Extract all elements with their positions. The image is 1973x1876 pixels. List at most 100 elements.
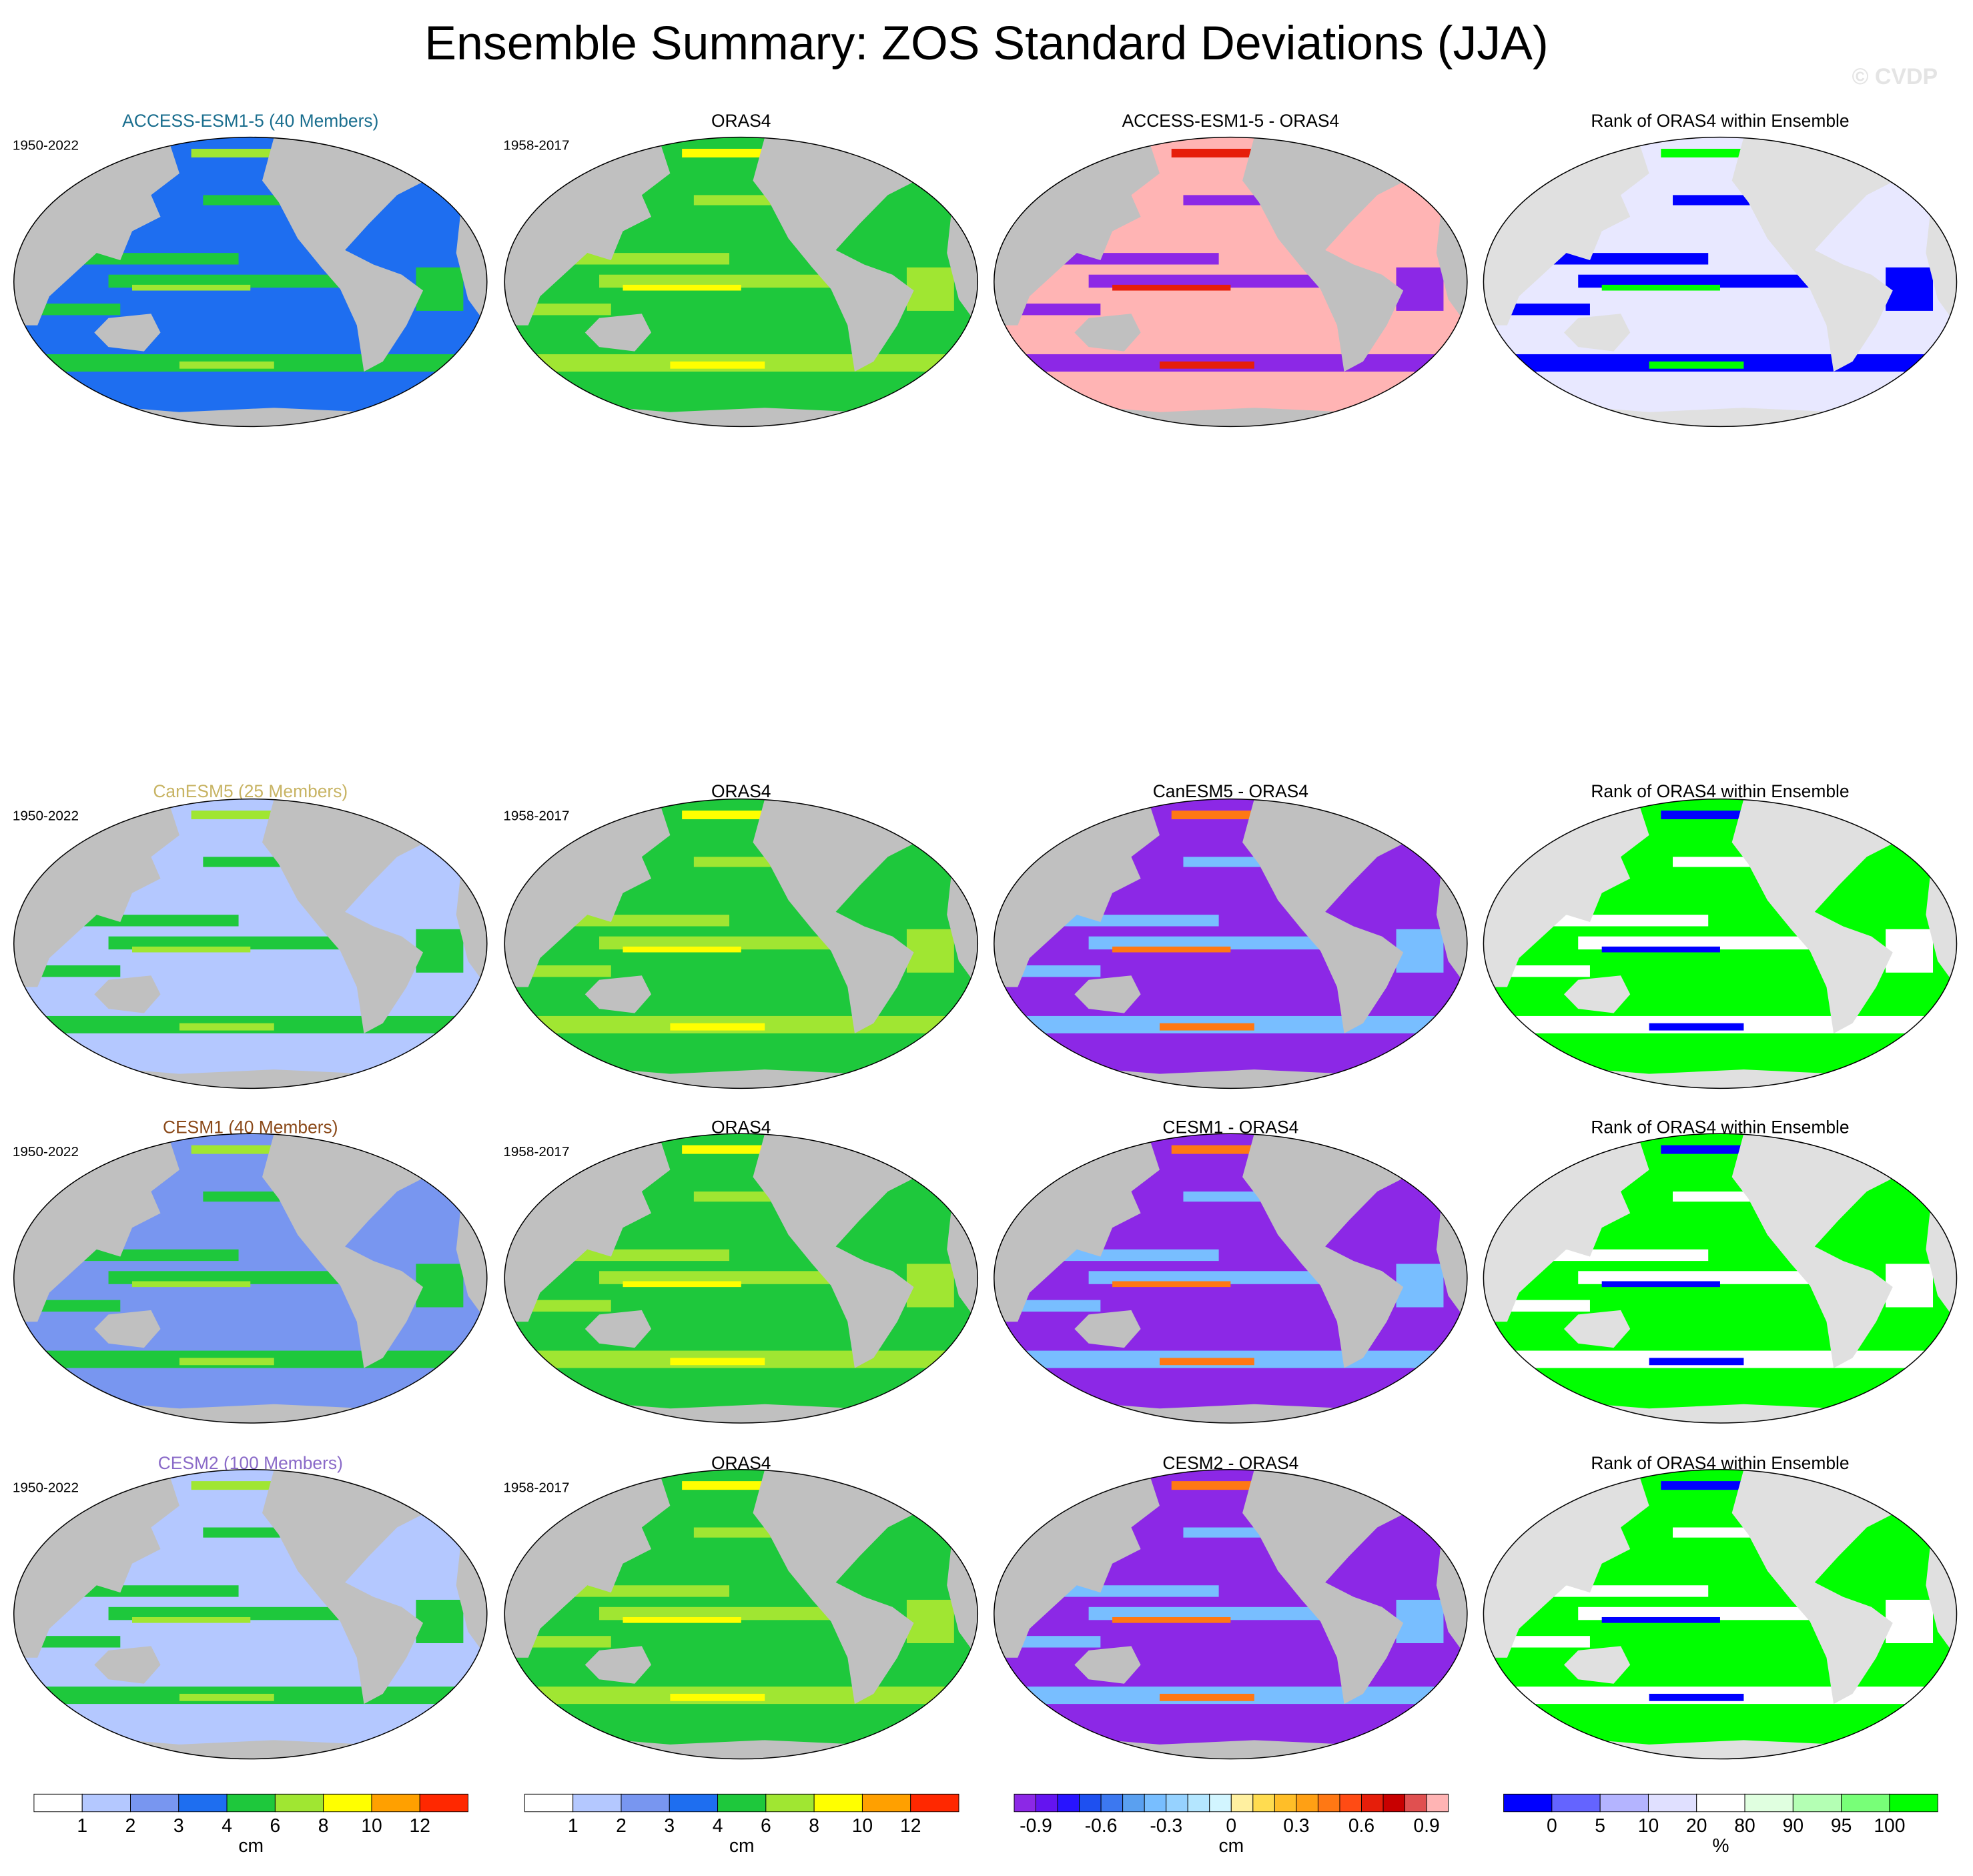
colorbar-box bbox=[717, 1793, 767, 1813]
ocean-pattern bbox=[108, 1271, 346, 1284]
ocean-pattern bbox=[1183, 1527, 1278, 1538]
colorbar-tick-label: 3 bbox=[664, 1815, 675, 1836]
map bbox=[994, 1469, 1467, 1759]
colorbar-box bbox=[274, 1793, 324, 1813]
panel-title: CanESM5 - ORAS4 bbox=[1153, 781, 1308, 801]
colorbar-box bbox=[419, 1793, 469, 1813]
map-outline bbox=[1483, 1133, 1958, 1424]
colorbar-tick-label: 12 bbox=[410, 1815, 430, 1836]
ocean-pattern bbox=[37, 1636, 121, 1648]
ocean-pattern bbox=[1183, 1191, 1278, 1202]
map-outline bbox=[504, 1133, 979, 1424]
map bbox=[504, 1133, 978, 1423]
ocean-pattern bbox=[670, 361, 765, 369]
ocean-pattern bbox=[132, 1616, 251, 1623]
ocean-pattern bbox=[1601, 284, 1720, 291]
colorbar-box bbox=[371, 1793, 420, 1813]
colorbar-box bbox=[572, 1793, 622, 1813]
colorbar-tick-label: 0 bbox=[1226, 1815, 1236, 1836]
ocean-pattern bbox=[203, 1527, 298, 1538]
ocean-pattern bbox=[599, 1606, 836, 1620]
ocean-pattern bbox=[599, 274, 836, 288]
colorbar-box bbox=[1036, 1793, 1058, 1813]
ocean-pattern bbox=[1673, 857, 1767, 867]
colorbar-box bbox=[1599, 1793, 1649, 1813]
colorbar-box bbox=[910, 1793, 959, 1813]
ocean-pattern bbox=[1053, 915, 1219, 927]
ocean-pattern bbox=[1112, 284, 1231, 291]
ocean-pattern bbox=[1112, 946, 1231, 953]
ocean-pattern bbox=[73, 1249, 239, 1262]
ocean-pattern bbox=[1053, 1585, 1219, 1597]
map bbox=[13, 1469, 487, 1759]
colorbar-tick-label: 1 bbox=[77, 1815, 87, 1836]
ocean-pattern bbox=[1018, 1636, 1101, 1648]
colorbar-unit: cm bbox=[1218, 1835, 1244, 1856]
ocean-pattern bbox=[132, 284, 251, 291]
colorbar-box bbox=[1252, 1793, 1275, 1813]
ocean-pattern bbox=[1601, 1616, 1720, 1623]
period-label: 1950-2022 bbox=[13, 809, 79, 824]
ocean-pattern bbox=[179, 361, 274, 369]
colorbar-box bbox=[1209, 1793, 1232, 1813]
ocean-pattern bbox=[203, 195, 298, 205]
ocean-pattern bbox=[1507, 304, 1590, 316]
ocean-pattern bbox=[1543, 253, 1709, 265]
colorbar-box bbox=[1405, 1793, 1427, 1813]
ocean-pattern bbox=[1112, 1281, 1231, 1288]
colorbar-box bbox=[1426, 1793, 1449, 1813]
map-outline bbox=[1483, 798, 1958, 1089]
ocean-pattern bbox=[1088, 1271, 1326, 1284]
map bbox=[994, 799, 1467, 1089]
ocean-pattern bbox=[416, 929, 464, 973]
colorbar-tick-label: 10 bbox=[361, 1815, 382, 1836]
map bbox=[504, 137, 978, 427]
ocean-pattern bbox=[1673, 1527, 1767, 1538]
ocean-pattern bbox=[1673, 195, 1767, 205]
ocean-pattern bbox=[1649, 1023, 1744, 1031]
ocean-pattern bbox=[1886, 267, 1934, 311]
ocean-pattern bbox=[693, 195, 789, 205]
colorbar-box bbox=[1187, 1793, 1210, 1813]
colorbar-box bbox=[1889, 1793, 1938, 1813]
map bbox=[994, 1133, 1467, 1423]
ocean-pattern bbox=[73, 915, 239, 927]
colorbar-tick-label: 95 bbox=[1831, 1815, 1852, 1836]
map-outline bbox=[994, 798, 1468, 1089]
ocean-pattern bbox=[599, 936, 836, 950]
colorbar-tick-label: 100 bbox=[1874, 1815, 1905, 1836]
colorbar-tick-label: 20 bbox=[1686, 1815, 1707, 1836]
panel-title: ORAS4 bbox=[711, 781, 771, 801]
ocean-pattern bbox=[1018, 304, 1101, 316]
ocean-pattern bbox=[1018, 1300, 1101, 1312]
map-outline bbox=[13, 1469, 488, 1760]
ocean-pattern bbox=[670, 1023, 765, 1031]
map bbox=[1483, 799, 1957, 1089]
map-outline bbox=[504, 136, 979, 428]
ocean-pattern bbox=[563, 915, 730, 927]
ocean-pattern bbox=[1088, 274, 1326, 288]
map bbox=[504, 1469, 978, 1759]
colorbar-unit: cm bbox=[238, 1835, 264, 1856]
ocean-pattern bbox=[1396, 1599, 1444, 1644]
ocean-pattern bbox=[179, 1693, 274, 1701]
ocean-pattern bbox=[528, 965, 611, 977]
watermark: © CVDP bbox=[1852, 64, 1938, 89]
colorbar-box bbox=[1647, 1793, 1697, 1813]
panel-title: Rank of ORAS4 within Ensemble bbox=[1591, 111, 1849, 131]
colorbar-tick-label: 3 bbox=[173, 1815, 184, 1836]
ocean-pattern bbox=[416, 267, 464, 311]
ocean-pattern bbox=[132, 946, 251, 953]
colorbar-box bbox=[1841, 1793, 1890, 1813]
map-outline bbox=[994, 1469, 1468, 1760]
map-outline bbox=[13, 136, 488, 428]
map bbox=[13, 1133, 487, 1423]
period-label: 1958-2017 bbox=[503, 809, 569, 824]
colorbar-tick-label: -0.6 bbox=[1085, 1815, 1118, 1836]
ocean-pattern bbox=[1649, 361, 1744, 369]
colorbar-box bbox=[1166, 1793, 1188, 1813]
ocean-pattern bbox=[1507, 1300, 1590, 1312]
ocean-pattern bbox=[73, 1585, 239, 1597]
ocean-pattern bbox=[1886, 929, 1934, 973]
